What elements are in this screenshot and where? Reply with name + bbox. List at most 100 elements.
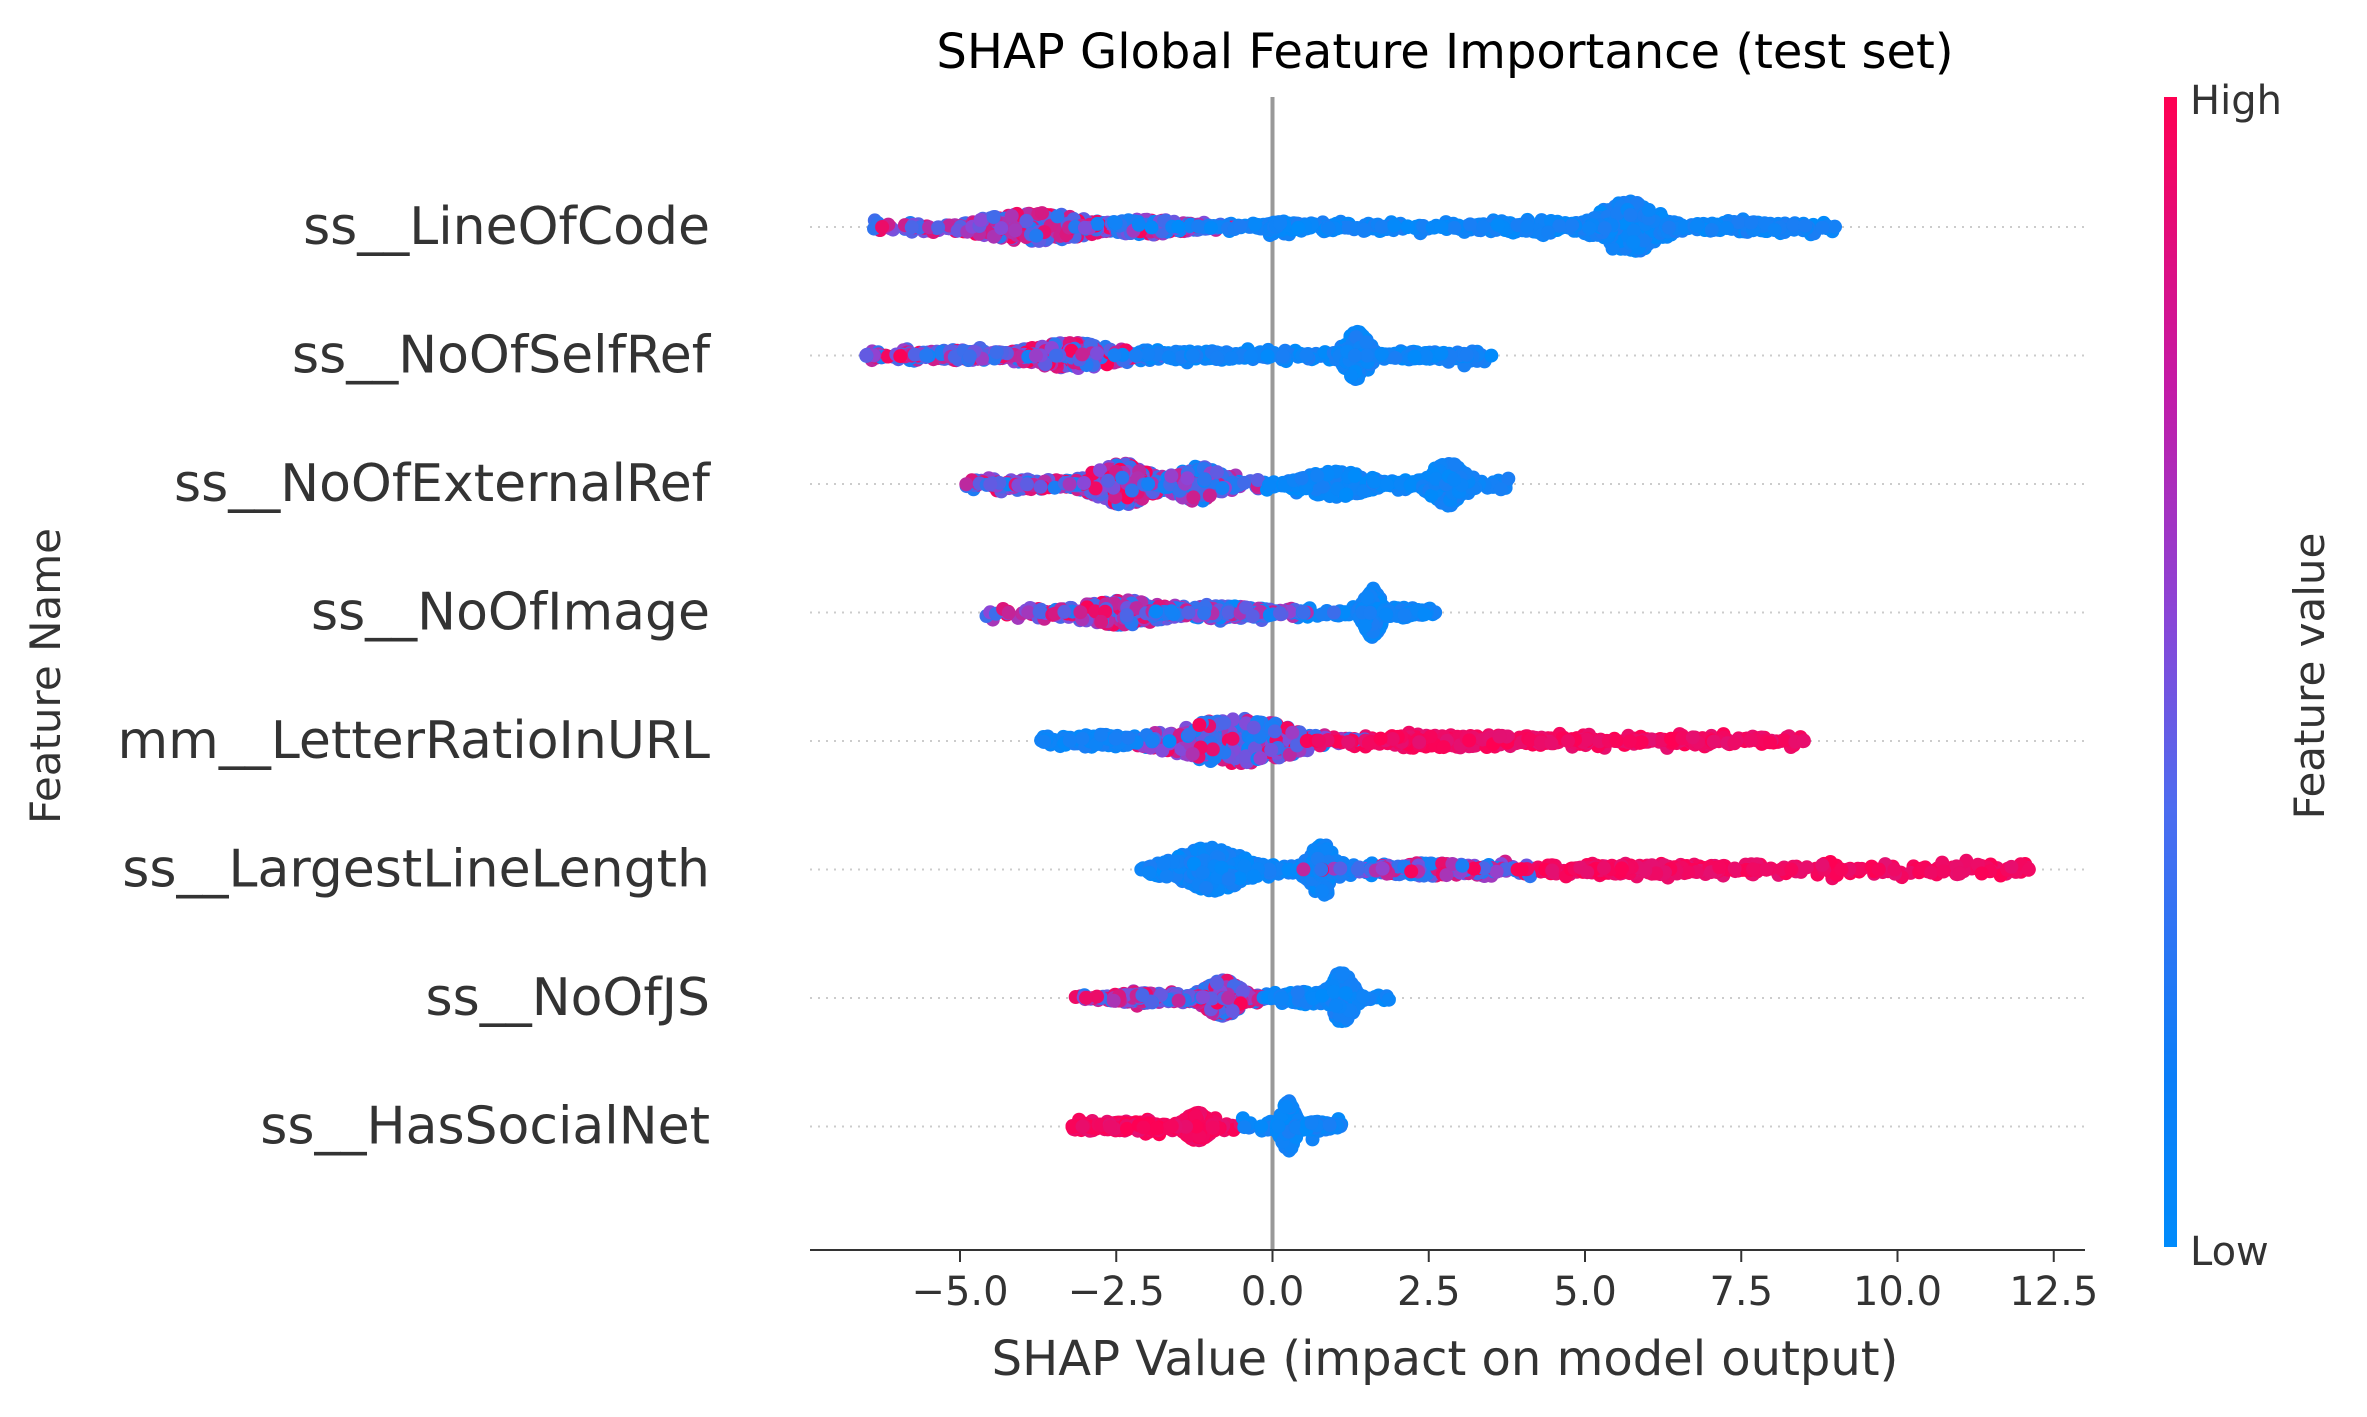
data-point	[919, 348, 933, 362]
data-point	[1786, 218, 1800, 232]
data-point	[1541, 226, 1555, 240]
data-point	[1315, 607, 1329, 621]
data-point	[1029, 229, 1043, 243]
data-point	[1598, 221, 1612, 235]
data-point	[1276, 349, 1290, 363]
data-point	[1565, 218, 1579, 232]
feature-row-points	[980, 582, 1443, 644]
data-point	[1705, 223, 1719, 237]
data-point	[1029, 349, 1043, 363]
data-point	[990, 345, 1004, 359]
data-point	[1623, 208, 1637, 222]
data-point	[1642, 203, 1656, 217]
data-point	[1344, 369, 1358, 383]
data-point	[1387, 219, 1401, 233]
data-point	[1476, 220, 1490, 234]
data-point	[1828, 220, 1842, 234]
data-point	[1484, 349, 1498, 363]
data-point	[1204, 221, 1218, 235]
data-point	[1720, 221, 1734, 235]
data-point	[974, 213, 988, 227]
data-point	[1434, 347, 1448, 361]
data-point	[1115, 471, 1129, 485]
data-point	[1203, 489, 1217, 503]
data-point	[1768, 223, 1782, 237]
data-point	[1077, 476, 1091, 490]
data-point	[1246, 609, 1260, 623]
data-point	[1262, 478, 1276, 492]
data-point	[905, 220, 919, 234]
data-point	[893, 349, 907, 363]
data-point	[875, 220, 889, 234]
chart-title: SHAP Global Feature Importance (test set…	[936, 24, 1953, 80]
data-point	[1141, 347, 1155, 361]
data-point	[1171, 220, 1185, 234]
data-point	[1460, 348, 1474, 362]
data-point	[1182, 606, 1196, 620]
data-point	[1210, 351, 1224, 365]
data-point	[1291, 221, 1305, 235]
data-point	[1162, 351, 1176, 365]
data-point	[1233, 219, 1247, 233]
data-point	[1164, 604, 1178, 618]
data-point	[1398, 608, 1412, 622]
data-point	[1339, 488, 1353, 502]
data-point	[1434, 220, 1448, 234]
data-point	[1380, 478, 1394, 492]
data-point	[1360, 349, 1374, 363]
data-point	[1063, 477, 1077, 491]
data-point	[1744, 216, 1758, 230]
data-point	[1108, 348, 1122, 362]
data-point	[1034, 480, 1048, 494]
data-point	[1035, 206, 1049, 220]
data-point	[1197, 606, 1211, 620]
data-point	[1101, 474, 1115, 488]
data-point	[1049, 349, 1063, 363]
data-point	[1261, 349, 1275, 363]
data-point	[1606, 242, 1620, 256]
data-point	[1447, 221, 1461, 235]
data-point	[1401, 220, 1415, 234]
data-point	[1019, 214, 1033, 228]
data-point	[1050, 209, 1064, 223]
data-point	[1690, 219, 1704, 233]
data-point	[1198, 472, 1212, 486]
data-point	[1020, 477, 1034, 491]
data-point	[1348, 469, 1362, 483]
data-point	[1180, 471, 1194, 485]
data-point	[1296, 605, 1310, 619]
data-point	[1244, 350, 1258, 364]
data-point	[1075, 347, 1089, 361]
data-point	[1424, 489, 1438, 503]
data-point	[1210, 465, 1224, 479]
data-point	[1322, 221, 1336, 235]
data-point	[1360, 591, 1374, 605]
feature-row-points	[959, 457, 1515, 513]
data-point	[1090, 346, 1104, 360]
data-point	[1300, 348, 1314, 362]
feature-row-points	[867, 195, 1842, 258]
feature-row-points	[1034, 712, 1811, 770]
data-point	[1078, 221, 1092, 235]
data-point	[1215, 481, 1229, 495]
data-point	[1327, 606, 1341, 620]
scatter-points	[859, 195, 2036, 1158]
data-point	[1273, 606, 1287, 620]
data-point	[1417, 607, 1431, 621]
data-point	[1408, 350, 1422, 364]
data-point	[1359, 335, 1373, 349]
data-point	[1798, 219, 1812, 233]
data-point	[1186, 490, 1200, 504]
data-point	[1367, 475, 1381, 489]
data-point	[1248, 217, 1262, 231]
data-point	[1129, 348, 1143, 362]
data-point	[1191, 219, 1205, 233]
data-point	[1273, 216, 1287, 230]
data-point	[1447, 473, 1461, 487]
data-point	[1348, 349, 1362, 363]
feature-row-points	[859, 325, 1498, 386]
data-point	[1109, 216, 1123, 230]
data-point	[1224, 351, 1238, 365]
data-point	[959, 477, 973, 491]
